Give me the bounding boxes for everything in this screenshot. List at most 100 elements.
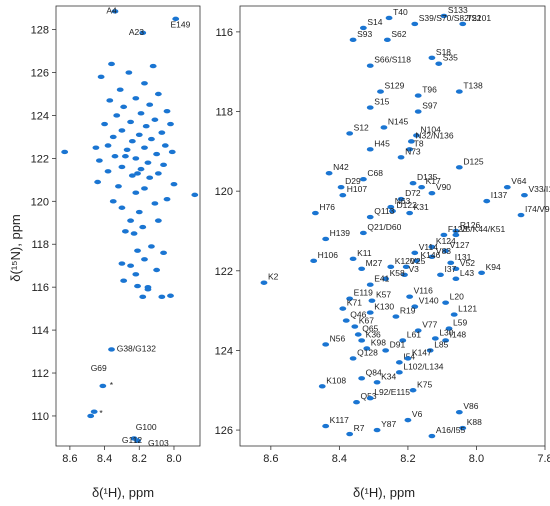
peak-0-36 [115, 184, 122, 189]
peak-label: K130 [374, 302, 394, 312]
peak-0-16 [132, 272, 140, 277]
peak-label: N42 [333, 162, 349, 172]
peak-0-45 [160, 162, 167, 168]
y-tick-label: 116 [215, 27, 233, 39]
x-tick-label: 8.0 [166, 453, 181, 465]
peak-label: N56 [330, 333, 346, 343]
peak-label: G100 [136, 422, 157, 432]
peak-label: Y87 [381, 419, 396, 429]
peak-label: I148 [450, 329, 467, 339]
peak-1-53 [402, 264, 410, 270]
peak-1-98 [322, 423, 330, 429]
peak-0-37 [170, 181, 178, 187]
peak-0-28 [154, 218, 162, 223]
peak-label: E149 [171, 19, 191, 29]
peak-0-67 [137, 111, 145, 116]
peak-label: T138 [463, 81, 483, 91]
peak-label: V83 [436, 246, 451, 256]
peak-1-70 [366, 310, 374, 315]
peak-1-42 [440, 232, 448, 238]
peak-1-97 [404, 417, 412, 423]
peak-0-11 [158, 294, 166, 300]
peak-0-56 [128, 139, 136, 144]
peak-label: K108 [326, 375, 346, 385]
peak-0-24 [130, 231, 138, 236]
peak-label: K120 [395, 256, 415, 266]
peak-label: K57 [376, 290, 391, 300]
peak-1-25 [359, 177, 367, 182]
peak-label: Q46 [350, 310, 366, 320]
peak-1-31 [397, 196, 405, 202]
y-tick-label: 124 [31, 110, 49, 122]
peak-label: V86 [463, 401, 478, 411]
y-tick-label: 118 [31, 239, 49, 251]
peak-0-53 [141, 145, 148, 150]
peak-label: Q128 [357, 347, 378, 357]
peak-label: H76 [319, 202, 335, 212]
y-tick-label: 112 [31, 368, 49, 380]
peak-label: K67 [359, 316, 374, 326]
peak-0-55 [161, 143, 169, 148]
peak-label: K88 [467, 417, 482, 427]
peak-label: M27 [366, 258, 383, 268]
right-x-axis-label: δ(¹H), ppm [353, 485, 415, 500]
peak-1-14 [414, 109, 422, 114]
peak-1-82 [322, 342, 330, 347]
peak-0-17 [153, 267, 161, 273]
peak-1-44 [322, 236, 330, 242]
peak-label: N145 [388, 116, 409, 126]
peak-0-69 [120, 104, 128, 110]
peak-0-57 [148, 136, 155, 142]
peak-1-94 [353, 399, 360, 405]
peak-1-69 [411, 304, 419, 309]
peak-1-48 [428, 254, 436, 260]
peak-1-64 [346, 296, 354, 301]
peak-1-52 [447, 260, 455, 266]
peak-0-34 [132, 190, 140, 195]
peak-label: A16/I55 [436, 425, 466, 435]
peak-1-37 [311, 210, 319, 216]
peak-label: N73 [405, 146, 421, 156]
peak-1-56 [452, 266, 460, 272]
peak-label: * [99, 408, 103, 418]
peak-label: I131 [455, 252, 472, 262]
peak-label: D125 [463, 156, 484, 166]
peak-0-12 [167, 293, 174, 298]
peak-1-77 [354, 332, 362, 337]
peak-label: D29 [345, 176, 361, 186]
peak-1-19 [366, 147, 374, 152]
peak-1-8 [435, 61, 443, 66]
peak-label: L30 [439, 327, 453, 337]
peak-0-79 [108, 61, 115, 67]
peak-1-12 [455, 89, 463, 94]
peak-1-60 [382, 276, 390, 281]
peak-0-78 [149, 63, 157, 69]
peak-1-95 [366, 396, 374, 401]
peak-1-21 [397, 155, 405, 160]
peak-0-50 [153, 151, 161, 157]
peak-0-80 [134, 171, 141, 176]
peak-1-79 [399, 338, 407, 343]
peak-1-27 [337, 184, 345, 190]
y-axis-label: δ(¹⁵N), ppm [8, 214, 23, 282]
peak-label: D135 [417, 172, 438, 182]
peak-1-102 [428, 433, 436, 439]
peak-label: S12 [354, 122, 369, 132]
peak-0-51 [168, 149, 176, 155]
y-tick-label: 126 [215, 425, 233, 437]
peak-1-85 [426, 348, 434, 353]
y-tick-label: 126 [31, 68, 49, 80]
peak-label: V116 [414, 286, 433, 296]
y-tick-label: 114 [31, 325, 49, 337]
peak-0-83 [92, 145, 100, 150]
peak-1-30 [339, 192, 347, 198]
peak-1-62 [260, 280, 268, 285]
x-tick-label: 8.6 [62, 453, 77, 465]
y-tick-label: 120 [31, 196, 49, 208]
peak-label: S18 [436, 47, 451, 57]
peak-label: Q113 [374, 206, 394, 216]
peak-label: V3 [408, 264, 419, 274]
peak-1-49 [310, 258, 318, 264]
peak-0-19 [141, 257, 148, 262]
peak-0-52 [123, 147, 131, 153]
